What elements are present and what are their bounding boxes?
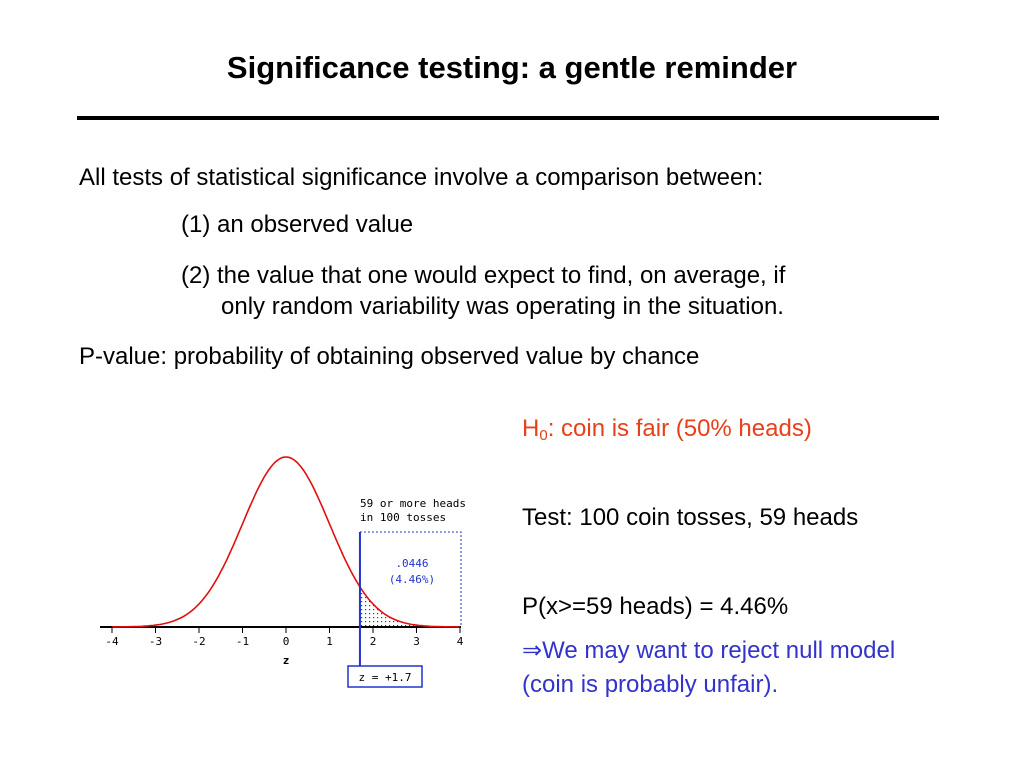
annotation-bracket bbox=[359, 531, 462, 627]
x-tick-label: 0 bbox=[283, 635, 290, 648]
null-hypothesis: H0: coin is fair (50% heads) bbox=[522, 414, 812, 444]
pvalue-definition: P-value: probability of obtaining observ… bbox=[79, 343, 700, 370]
x-tick-label: -4 bbox=[105, 635, 119, 648]
annotation-title-line1: 59 or more heads bbox=[360, 497, 466, 510]
h0-subscript: 0 bbox=[539, 427, 548, 444]
z-value-label: z = +1.7 bbox=[359, 671, 412, 684]
x-tick-label: 1 bbox=[326, 635, 333, 648]
x-tick-label: 4 bbox=[457, 635, 464, 648]
area-percent-label: (4.46%) bbox=[389, 573, 435, 586]
slide-title: Significance testing: a gentle reminder bbox=[226, 50, 798, 85]
x-tick-label: 3 bbox=[413, 635, 420, 648]
intro-text: All tests of statistical significance in… bbox=[79, 164, 764, 191]
implies-icon: ⇒ bbox=[522, 637, 543, 664]
test-description: Test: 100 coin tosses, 59 heads bbox=[522, 504, 859, 531]
probability-result: P(x>=59 heads) = 4.46% bbox=[522, 593, 789, 620]
conclusion-text: We may want to reject null model bbox=[542, 637, 896, 664]
list-item-expected-line1: (2) the value that one would expect to f… bbox=[181, 262, 786, 289]
z-value-box bbox=[347, 665, 423, 688]
conclusion-line1: ⇒We may want to reject null model bbox=[522, 636, 895, 666]
conclusion-line2: (coin is probably unfair). bbox=[522, 671, 779, 698]
shaded-tail-area bbox=[359, 586, 460, 627]
x-tick-label: -2 bbox=[192, 635, 205, 648]
annotation-title-line2: in 100 tosses bbox=[360, 511, 446, 524]
normal-curve bbox=[112, 456, 460, 628]
x-tick-label: -1 bbox=[236, 635, 249, 648]
list-item-expected-line2: only random variability was operating in… bbox=[221, 293, 784, 320]
list-item-observed: (1) an observed value bbox=[181, 211, 414, 238]
h0-text: : coin is fair (50% heads) bbox=[547, 415, 812, 442]
x-axis-label: z bbox=[283, 654, 290, 667]
h0-symbol: H bbox=[522, 415, 540, 442]
title-divider bbox=[77, 116, 939, 120]
x-tick-label: -3 bbox=[149, 635, 162, 648]
x-tick-label: 2 bbox=[370, 635, 377, 648]
area-value-label: .0446 bbox=[395, 557, 428, 570]
